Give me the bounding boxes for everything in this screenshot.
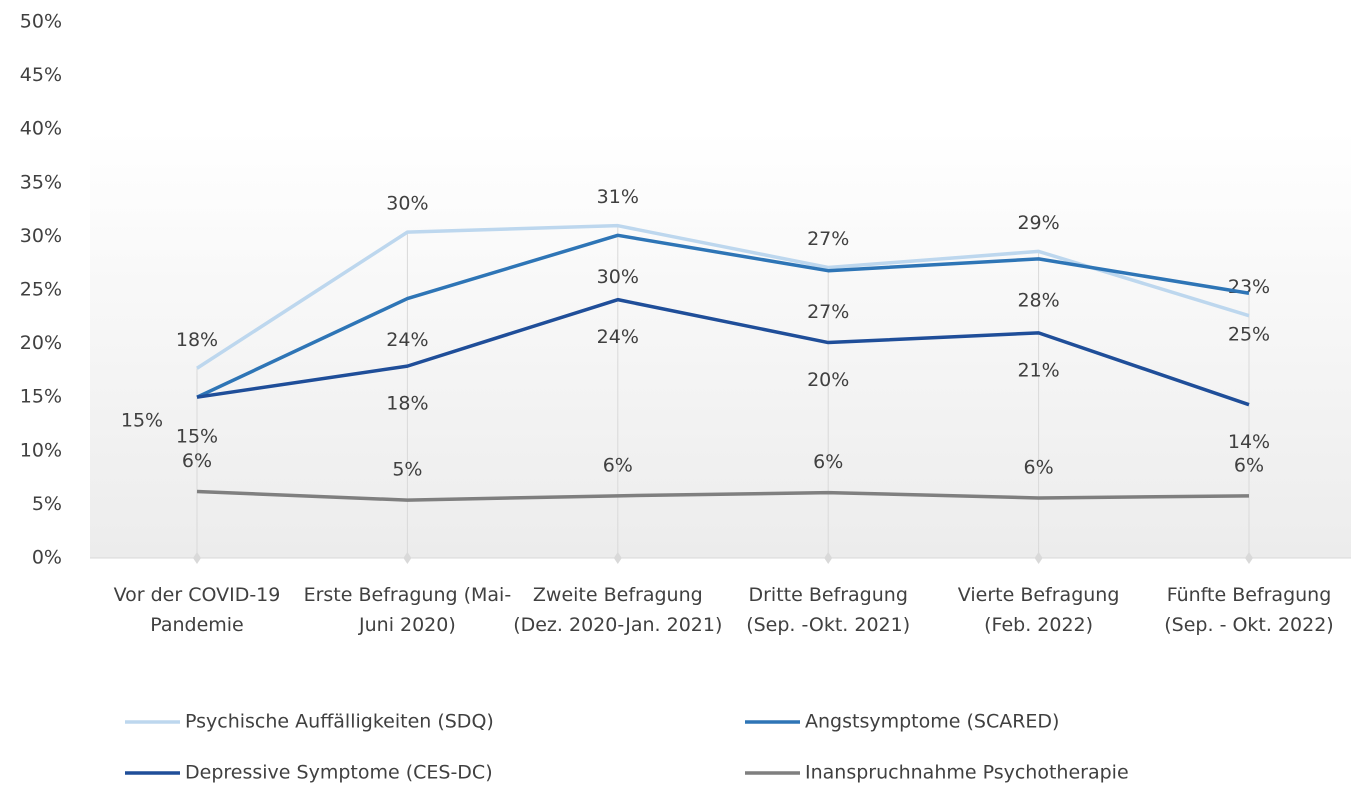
y-tick-label: 40% — [20, 118, 62, 140]
data-label: 28% — [1017, 289, 1059, 311]
x-tick-label: Dritte Befragung (Sep. -Okt. 2021) — [746, 584, 911, 636]
x-tick-label: Vierte Befragung (Feb. 2022) — [957, 584, 1120, 636]
legend-label: Psychische Auffälligkeiten (SDQ) — [185, 711, 494, 733]
y-tick-label: 45% — [20, 64, 62, 86]
series-line — [196, 233, 1250, 399]
y-tick-label: 25% — [20, 279, 62, 301]
data-label: 27% — [807, 228, 849, 250]
y-tick-label: 30% — [20, 225, 62, 247]
data-label: 6% — [182, 450, 212, 472]
data-label: 18% — [386, 393, 428, 415]
data-label: 6% — [1024, 456, 1054, 478]
data-label: 27% — [807, 301, 849, 323]
x-tick-label: Fünfte Befragung (Sep. - Okt. 2022) — [1164, 584, 1334, 636]
y-tick-label: 0% — [32, 547, 62, 569]
data-label: 29% — [1017, 212, 1059, 234]
x-tick-label: Vor der COVID-19 Pandemie — [113, 584, 281, 636]
data-label: 30% — [386, 193, 428, 215]
data-label: 6% — [813, 451, 843, 473]
data-label: 23% — [1228, 276, 1270, 298]
x-tick-label: Zweite Befragung (Dez. 2020-Jan. 2021) — [513, 584, 723, 636]
data-label: 24% — [597, 326, 639, 348]
data-label: 21% — [1017, 359, 1059, 381]
data-label: 30% — [597, 266, 639, 288]
y-tick-label: 10% — [20, 439, 62, 461]
data-label: 5% — [392, 459, 422, 481]
data-label: 31% — [597, 186, 639, 208]
data-label: 6% — [603, 454, 633, 476]
y-tick-label: 15% — [20, 386, 62, 408]
series-line — [196, 297, 1250, 407]
data-label: 15% — [121, 410, 163, 432]
plot-background — [90, 130, 1351, 558]
data-label: 25% — [1228, 324, 1270, 346]
series-line — [196, 489, 1250, 502]
data-label: 15% — [176, 426, 218, 448]
legend-label: Angstsymptome (SCARED) — [805, 711, 1059, 733]
data-label: 14% — [1228, 431, 1270, 453]
data-label: 24% — [386, 329, 428, 351]
y-tick-label: 5% — [32, 493, 62, 515]
data-label: 6% — [1234, 454, 1264, 476]
series-line — [196, 223, 1250, 370]
data-label: 18% — [176, 329, 218, 351]
y-tick-label: 20% — [20, 332, 62, 354]
y-tick-label: 50% — [20, 11, 62, 33]
x-tick-label: Erste Befragung (Mai-Juni 2020) — [303, 584, 512, 636]
legend-label: Depressive Symptome (CES-DC) — [185, 762, 493, 784]
data-label: 20% — [807, 369, 849, 391]
y-tick-label: 35% — [20, 171, 62, 193]
legend-label: Inanspruchnahme Psychotherapie — [805, 762, 1129, 784]
